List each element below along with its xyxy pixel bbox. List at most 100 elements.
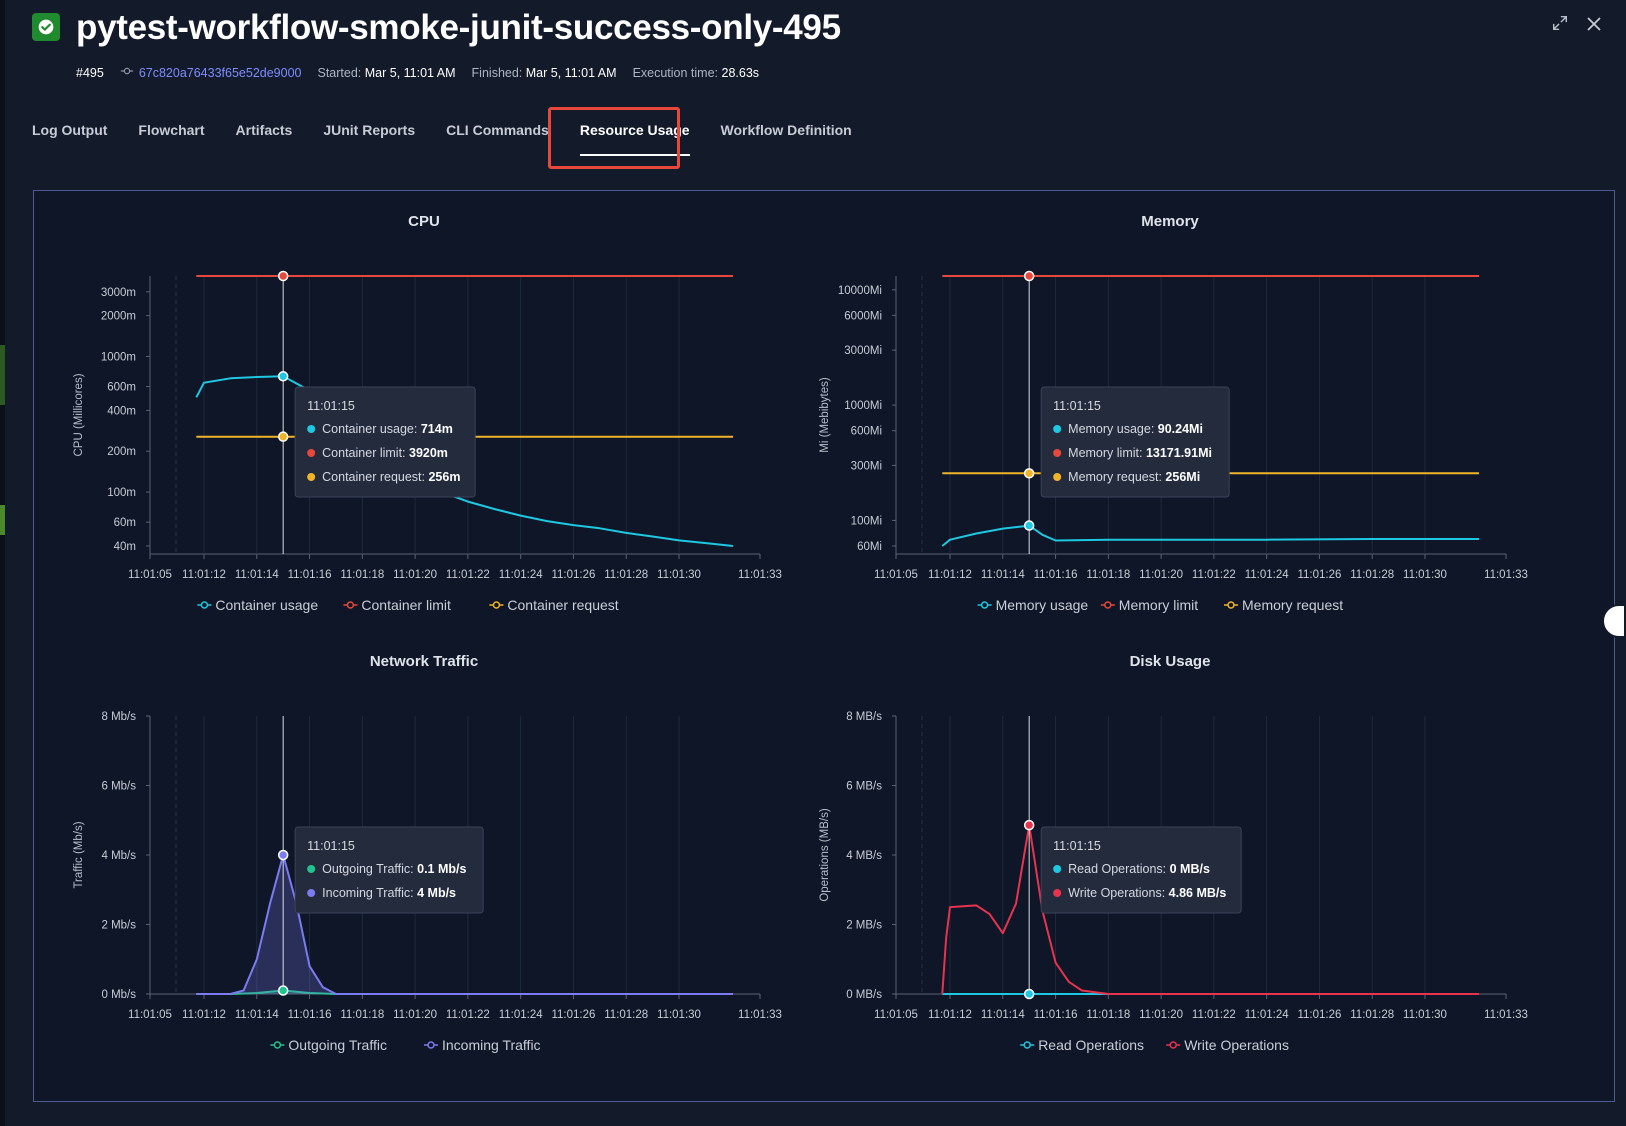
tooltip-row-label: Container request: bbox=[322, 470, 428, 484]
chart-title: Network Traffic bbox=[370, 653, 478, 670]
y-tick-label: 600Mi bbox=[851, 426, 882, 438]
y-axis-label: Mi (Mebibytes) bbox=[819, 377, 831, 453]
tooltip-row-value: 0 MB/s bbox=[1170, 862, 1210, 876]
tab-artifacts[interactable]: Artifacts bbox=[235, 122, 293, 138]
tooltip-row-value: 3920m bbox=[409, 446, 448, 460]
tooltip-row-value: 256m bbox=[428, 470, 460, 484]
legend-item[interactable]: Memory request bbox=[1224, 597, 1343, 613]
tooltip-row-value: 256Mi bbox=[1165, 470, 1200, 484]
tooltip-row-label: Memory usage: bbox=[1068, 422, 1158, 436]
tooltip-time: 11:01:15 bbox=[307, 839, 355, 853]
x-tick-label: 11:01:14 bbox=[235, 569, 280, 581]
hover-point bbox=[1023, 520, 1035, 531]
finished-label: Finished: bbox=[471, 65, 523, 80]
x-tick-label: 11:01:24 bbox=[1245, 569, 1290, 581]
x-tick-label: 11:01:26 bbox=[551, 569, 595, 581]
tooltip-row: Memory limit: 13171.91Mi bbox=[1068, 446, 1212, 460]
chart-memory: Memory 11:01:05 11:01:12 11:01:14 11:01:16 11… bbox=[819, 213, 1528, 613]
page-title: pytest-workflow-smoke-junit-success-only… bbox=[76, 8, 841, 47]
legend-item[interactable]: Incoming Traffic bbox=[424, 1037, 541, 1053]
tooltip-box bbox=[1040, 826, 1242, 914]
tooltip-row-value: 90.24Mi bbox=[1158, 422, 1203, 436]
run-number: #495 bbox=[76, 65, 104, 80]
y-tick-label: 4 MB/s bbox=[846, 850, 882, 862]
tab-log-output[interactable]: Log Output bbox=[32, 122, 108, 138]
tooltip-row-label: Incoming Traffic: bbox=[322, 886, 417, 900]
expand-icon[interactable] bbox=[1548, 14, 1572, 38]
finished-value: Mar 5, 11:01 AM bbox=[525, 65, 617, 80]
tooltip-box bbox=[294, 826, 484, 914]
tooltip-row-label: Read Operations: bbox=[1068, 862, 1169, 876]
charts-canvas: CPU 11:01:05 11:01:12 11:01:14 11:01:16 11:01… bbox=[73, 213, 1528, 1053]
legend-item[interactable]: Outgoing Traffic bbox=[270, 1037, 387, 1053]
chart-cpu: CPU 11:01:05 11:01:12 11:01:14 11:01:16 11:01… bbox=[73, 213, 782, 613]
legend-marker-icon bbox=[1227, 601, 1235, 609]
x-tick-label: 11:01:05 bbox=[128, 1009, 172, 1021]
tooltip-row: Write Operations: 4.86 MB/s bbox=[1068, 886, 1226, 900]
y-tick-label: 100m bbox=[107, 487, 136, 499]
x-tick-label: 11:01:12 bbox=[182, 569, 226, 581]
x-tick-label: 11:01:18 bbox=[1086, 569, 1130, 581]
chart-title: Memory bbox=[1141, 213, 1199, 230]
legend-item[interactable]: Read Operations bbox=[1020, 1037, 1144, 1053]
y-tick-label: 0 Mb/s bbox=[101, 989, 136, 1001]
x-tick-label: 11:01:05 bbox=[874, 569, 918, 581]
tab-flowchart[interactable]: Flowchart bbox=[138, 122, 205, 138]
y-tick-label: 3000m bbox=[101, 287, 136, 299]
tooltip-row: Container request: 256m bbox=[322, 470, 460, 484]
tab-bar: Log Output Flowchart Artifacts JUnit Rep… bbox=[32, 116, 883, 156]
side-panel-handle-icon[interactable] bbox=[1602, 604, 1626, 638]
x-tick-label: 11:01:16 bbox=[288, 1009, 332, 1021]
tooltip-row-label: Outgoing Traffic: bbox=[322, 862, 417, 876]
x-tick-label: 11:01:05 bbox=[874, 1009, 918, 1021]
legend-item[interactable]: Container limit bbox=[343, 597, 451, 613]
y-tick-label: 100Mi bbox=[851, 515, 882, 527]
legend-item[interactable]: Memory limit bbox=[1100, 597, 1198, 613]
legend-item[interactable]: Write Operations bbox=[1166, 1037, 1289, 1053]
tooltip-row: Memory usage: 90.24Mi bbox=[1068, 422, 1203, 436]
y-tick-label: 2 Mb/s bbox=[101, 920, 136, 932]
tooltip-dot bbox=[1053, 473, 1062, 481]
legend-label: Container usage bbox=[215, 597, 318, 613]
success-status-icon bbox=[32, 13, 60, 41]
x-tick-label: 11:01:18 bbox=[340, 569, 384, 581]
x-tick-label: 11:01:20 bbox=[393, 569, 437, 581]
legend-item[interactable]: Container usage bbox=[197, 597, 318, 613]
legend-label: Memory request bbox=[1242, 597, 1343, 613]
execution-time-value: 28.63s bbox=[721, 65, 760, 80]
tooltip-row: Outgoing Traffic: 0.1 Mb/s bbox=[322, 862, 466, 876]
tab-cli-commands[interactable]: CLI Commands bbox=[446, 122, 549, 138]
legend-label: Read Operations bbox=[1038, 1037, 1144, 1053]
x-tick-label: 11:01:28 bbox=[1350, 569, 1394, 581]
legend-item[interactable]: Memory usage bbox=[977, 597, 1089, 613]
tab-resource-usage[interactable]: Resource Usage bbox=[579, 116, 690, 156]
y-axis-label: Traffic (Mb/s) bbox=[73, 821, 85, 888]
tooltip-dot bbox=[307, 449, 316, 457]
x-tick-label: 11:01:26 bbox=[551, 1009, 595, 1021]
x-tick-label: 11:01:22 bbox=[1192, 1009, 1236, 1021]
tooltip-dot bbox=[1053, 889, 1062, 897]
tab-junit-reports[interactable]: JUnit Reports bbox=[323, 122, 416, 138]
commit-hash-link[interactable]: 67c820a76433f65e52de9000 bbox=[138, 65, 302, 80]
legend-marker-icon bbox=[273, 1041, 282, 1049]
x-tick-label: 11:01:20 bbox=[1139, 569, 1183, 581]
started-value: Mar 5, 11:01 AM bbox=[364, 65, 456, 80]
x-tick-label: 11:01:26 bbox=[1297, 569, 1341, 581]
x-tick-label: 11:01:33 bbox=[1484, 569, 1528, 581]
x-tick-label: 11:01:30 bbox=[657, 1009, 701, 1021]
tooltip-row: Incoming Traffic: 4 Mb/s bbox=[322, 886, 456, 900]
legend-marker-icon bbox=[346, 601, 355, 609]
y-tick-label: 600m bbox=[107, 382, 136, 394]
x-tick-label: 11:01:18 bbox=[340, 1009, 384, 1021]
y-tick-label: 1000Mi bbox=[844, 400, 882, 412]
y-tick-label: 3000Mi bbox=[844, 345, 882, 357]
x-tick-label: 11:01:30 bbox=[1403, 1009, 1447, 1021]
tooltip-box bbox=[294, 386, 476, 498]
close-icon[interactable] bbox=[1582, 14, 1606, 38]
tab-workflow-definition[interactable]: Workflow Definition bbox=[720, 122, 852, 138]
x-tick-label: 11:01:14 bbox=[235, 1009, 280, 1021]
y-tick-label: 60m bbox=[114, 517, 136, 529]
legend-marker-icon bbox=[492, 601, 501, 609]
legend-item[interactable]: Container request bbox=[489, 597, 619, 613]
y-tick-label: 2 MB/s bbox=[846, 920, 882, 932]
